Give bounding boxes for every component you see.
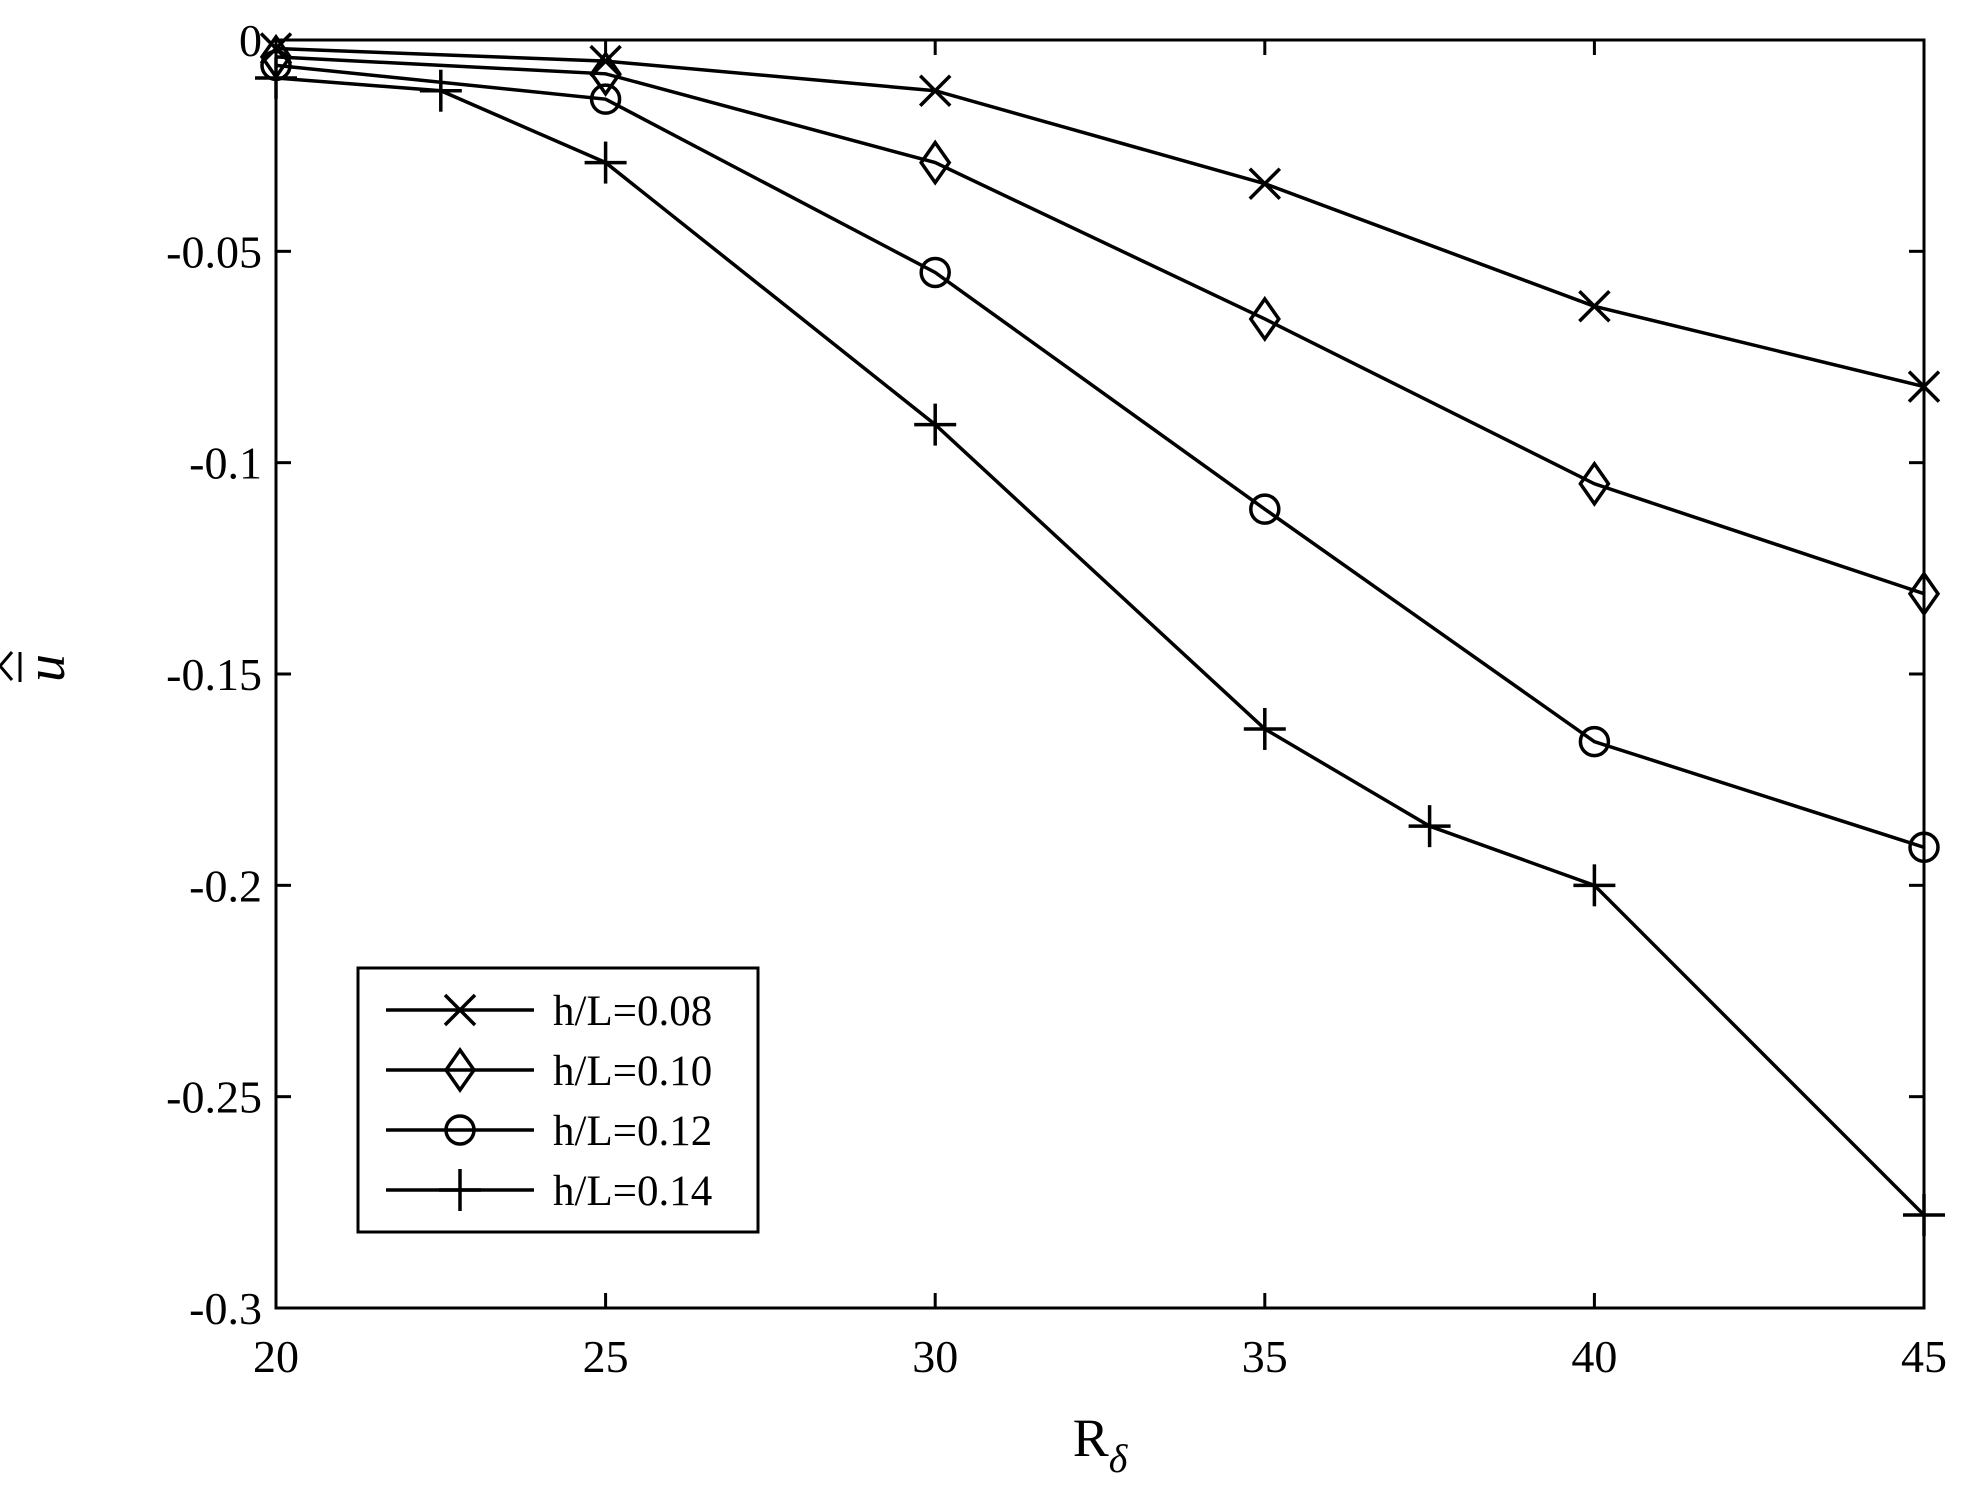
legend-item-1: h/L=0.10 — [386, 1046, 712, 1095]
legend-item-0: h/L=0.08 — [386, 988, 712, 1035]
x-axis-label: Rδ — [1073, 1408, 1129, 1481]
axes-layer: 20 25 30 35 40 45 0 -0.05 -0.1 -0.15 -0.2 -0.25 -0.3 — [166, 15, 1947, 1382]
legend: h/L=0.08 h/L=0.10 h/L=0.12 h/L=0.14 — [356, 966, 760, 1234]
legend-item-3: h/L=0.14 — [386, 1168, 712, 1215]
legend-frame — [356, 966, 760, 1234]
y-tick-label-1: -0.05 — [166, 226, 262, 277]
series-line-3 — [275, 76, 1926, 1217]
legend-label-1: h/L=0.10 — [553, 1048, 712, 1095]
data-point-3-5 — [1408, 805, 1451, 848]
legend-marker-2 — [444, 1114, 476, 1146]
data-point-1-3 — [1248, 295, 1281, 343]
data-point-0-3 — [1248, 167, 1282, 200]
data-point-1-4 — [1578, 460, 1611, 507]
data-point-2-2 — [919, 256, 951, 289]
data-point-3-2 — [584, 141, 627, 184]
legend-label-3: h/L=0.14 — [553, 1168, 712, 1215]
y-tick-label-4: -0.2 — [189, 860, 262, 911]
data-point-3-3 — [914, 403, 957, 446]
x-tick-label-4: 40 — [1571, 1331, 1617, 1382]
y-tick-label-6: -0.3 — [189, 1283, 262, 1334]
data-point-3-4 — [1243, 707, 1286, 750]
legend-item-2: h/L=0.12 — [386, 1108, 712, 1155]
x-tick-label-5: 45 — [1901, 1331, 1947, 1382]
data-point-0-2 — [918, 74, 952, 107]
y-axis-label-text: u — [15, 654, 77, 682]
data-point-2-3 — [1249, 493, 1281, 525]
data-point-3-1 — [419, 69, 462, 112]
data-point-3-6 — [1573, 864, 1616, 907]
series-line-0 — [275, 46, 1925, 389]
data-point-2-1 — [589, 83, 622, 115]
y-tick-label-2: -0.1 — [189, 438, 262, 489]
x-axis-label-subscript: δ — [1109, 1436, 1129, 1481]
series-1 — [259, 33, 1941, 617]
legend-label-2: h/L=0.12 — [553, 1108, 712, 1155]
y-tick-label-0: 0 — [239, 15, 262, 66]
x-tick-label-3: 35 — [1242, 1331, 1288, 1382]
legend-marker-3 — [439, 1169, 481, 1211]
legend-marker-0 — [443, 993, 477, 1027]
data-point-1-1 — [589, 50, 622, 97]
data-point-2-4 — [1578, 725, 1611, 758]
legend-marker-1 — [443, 1046, 477, 1094]
y-axis-label-hat — [0, 651, 14, 681]
y-tick-label-3: -0.15 — [166, 649, 262, 700]
x-tick-label-1: 25 — [583, 1331, 629, 1382]
y-axis-label: u — [0, 651, 77, 682]
x-tick-label-0: 20 — [253, 1331, 299, 1382]
data-point-1-2 — [919, 139, 952, 186]
data-point-0-4 — [1578, 290, 1611, 323]
series-line-1 — [275, 55, 1925, 596]
y-tick-label-5: -0.25 — [166, 1072, 262, 1123]
x-tick-label-2: 30 — [912, 1331, 958, 1382]
series-line-2 — [275, 63, 1925, 849]
legend-label-0: h/L=0.08 — [553, 988, 712, 1035]
